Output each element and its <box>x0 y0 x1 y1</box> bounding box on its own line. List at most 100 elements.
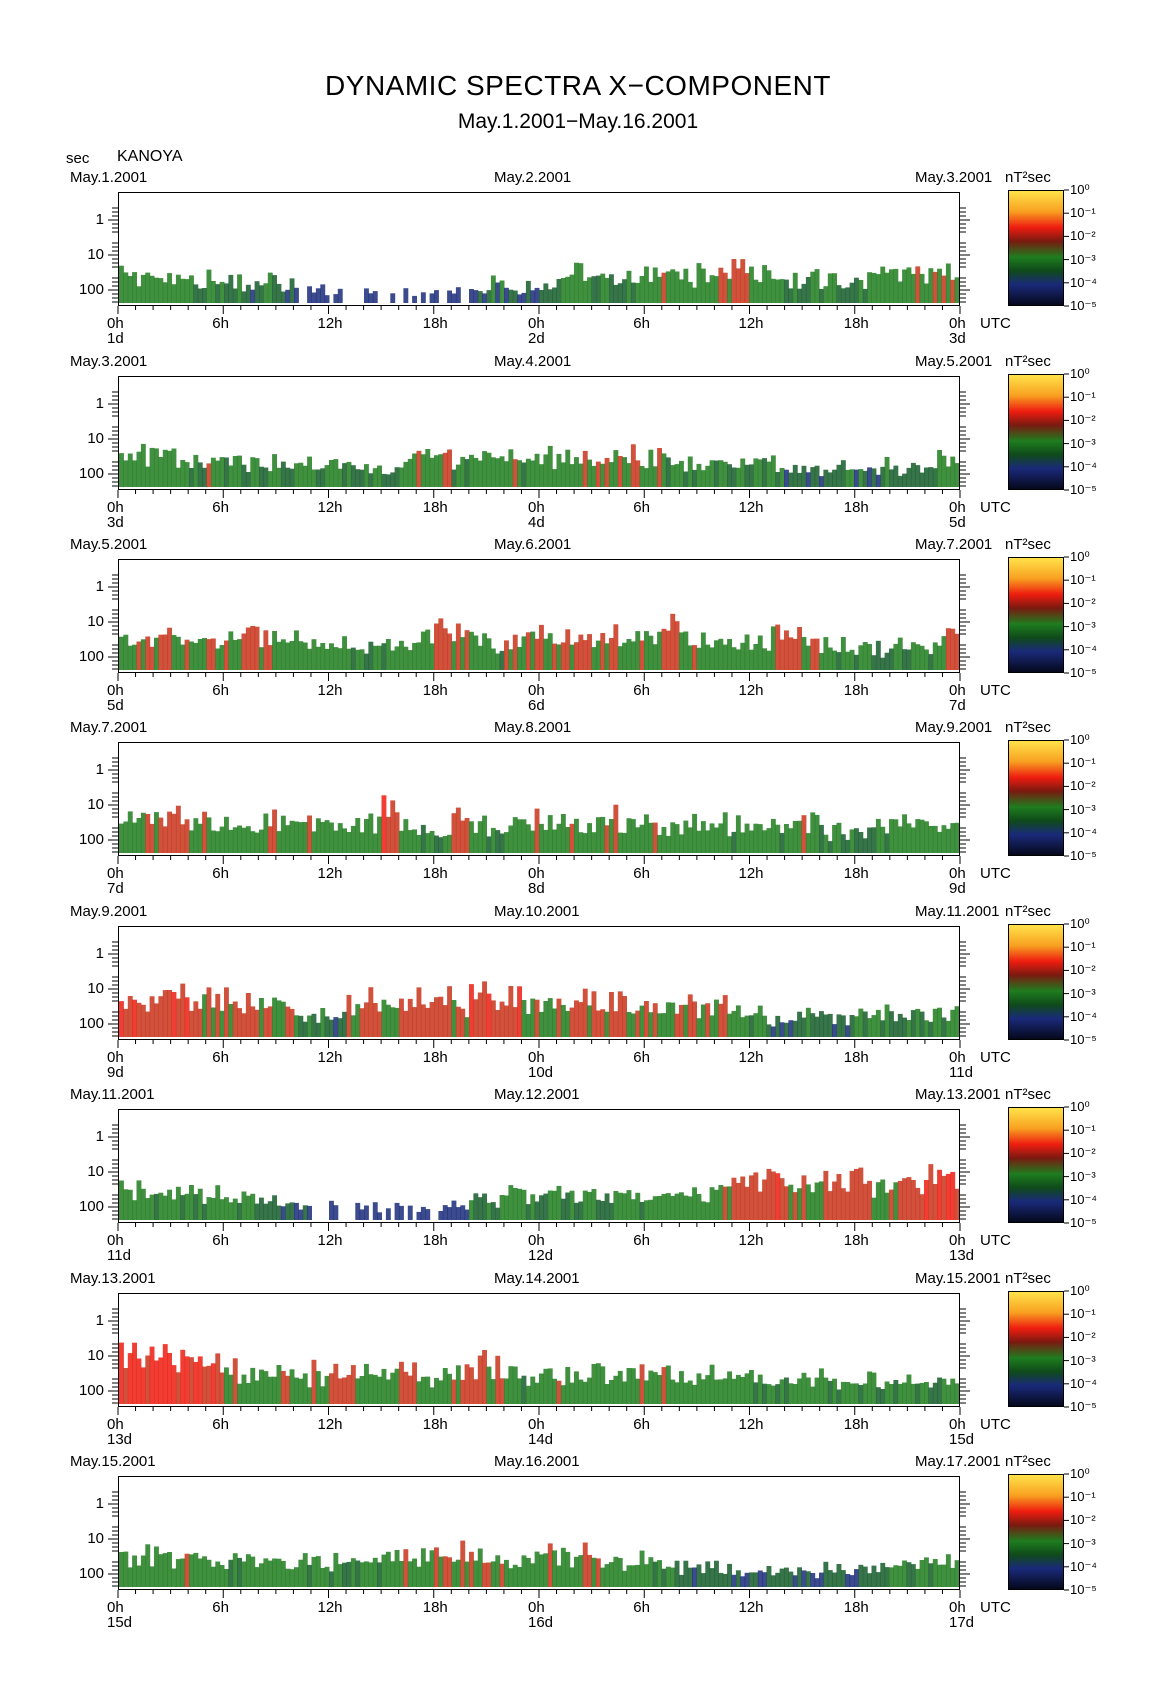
activity-cell <box>245 472 251 487</box>
activity-cell <box>552 469 557 487</box>
colorbar-unit-label: nT²sec <box>1005 536 1051 553</box>
colorbar-tick-label: 10⁰ <box>1070 549 1090 564</box>
activity-cell <box>731 467 737 487</box>
activity-cell <box>132 1555 137 1587</box>
activity-cell <box>718 1185 724 1220</box>
activity-cell <box>924 1020 929 1037</box>
activity-cell <box>924 283 929 303</box>
activity-cell <box>521 1555 527 1587</box>
activity-cell <box>937 1377 942 1404</box>
activity-cell <box>263 1203 269 1220</box>
activity-cell <box>635 1192 641 1220</box>
activity-cell <box>626 1565 632 1587</box>
activity-cell <box>368 813 374 853</box>
activity-cell <box>140 443 146 487</box>
x-tick-label: 0h <box>949 1232 966 1249</box>
activity-cell <box>267 1376 273 1404</box>
activity-cell <box>385 1379 391 1404</box>
activity-cell <box>648 1557 654 1587</box>
axes-overlay <box>108 923 1069 1048</box>
day-label-start: 1d <box>107 330 124 347</box>
day-label-start: 13d <box>107 1431 133 1448</box>
activity-cell <box>814 465 820 487</box>
x-tick-label: 0h <box>949 315 966 332</box>
activity-cell <box>665 1566 671 1587</box>
activity-cell <box>320 1568 326 1587</box>
activity-cell <box>928 1563 934 1587</box>
x-tick-label: 18h <box>422 1049 448 1066</box>
activity-cell <box>534 638 540 670</box>
activity-cell <box>237 1202 242 1220</box>
activity-cell <box>630 282 636 303</box>
x-tick-label: 0h <box>107 1416 124 1433</box>
activity-cell <box>210 457 216 487</box>
activity-cell <box>819 1368 824 1404</box>
activity-cell <box>665 1365 671 1404</box>
activity-cell <box>254 1203 260 1220</box>
activity-cell <box>434 1377 439 1404</box>
activity-cell <box>140 639 146 670</box>
activity-cell <box>635 460 641 487</box>
colorbar <box>1008 374 1064 490</box>
activity-cell <box>455 1365 461 1404</box>
activity-cell <box>569 1382 575 1404</box>
activity-cell <box>805 277 811 303</box>
activity-cell <box>355 649 361 670</box>
activity-cell <box>770 455 776 487</box>
x-tick-label: 0h <box>107 1049 124 1066</box>
activity-cell <box>805 1184 811 1220</box>
activity-cell <box>245 993 251 1037</box>
day-label-mid: 16d <box>528 1614 554 1631</box>
colorbar-unit-label: nT²sec <box>1005 1270 1051 1287</box>
activity-cell <box>915 644 921 670</box>
y-axis-unit: sec <box>66 150 90 167</box>
activity-cell <box>644 1564 649 1587</box>
activity-cell <box>359 1562 365 1587</box>
activity-cell <box>355 818 361 853</box>
activity-cell <box>521 636 527 670</box>
activity-cell <box>700 1573 706 1587</box>
activity-cell <box>171 992 177 1037</box>
activity-cell <box>232 1198 238 1220</box>
date-label-end: May.7.2001 <box>915 536 993 553</box>
activity-cell <box>718 638 724 670</box>
activity-cell <box>508 289 514 303</box>
activity-cell <box>499 1378 505 1404</box>
activity-cell <box>473 999 479 1037</box>
activity-cell <box>136 451 142 487</box>
activity-cell <box>429 293 435 303</box>
activity-cell <box>657 1375 662 1404</box>
activity-cell <box>665 457 671 487</box>
activity-cell <box>626 1190 632 1220</box>
date-label-start: May.3.2001 <box>70 353 148 370</box>
activity-cell <box>140 812 146 853</box>
activity-cell <box>381 999 387 1037</box>
spectrogram-panel: May.5.2001 May.6.2001 May.7.2001 nT²sec 1 10 1… <box>0 531 1156 713</box>
activity-cell <box>350 1558 356 1587</box>
activity-cell <box>775 1015 781 1037</box>
activity-cell <box>368 1374 374 1404</box>
activity-cell <box>210 281 216 303</box>
activity-cell <box>333 1363 339 1404</box>
activity-cell <box>149 823 155 853</box>
activity-cell <box>167 811 172 853</box>
x-tick-label: 6h <box>212 865 229 882</box>
activity-cell <box>175 1559 181 1587</box>
activity-cell <box>565 1551 571 1587</box>
activity-cell <box>482 451 487 487</box>
activity-cell <box>604 643 610 670</box>
day-label-mid: 4d <box>528 514 545 531</box>
activity-cell <box>333 830 339 853</box>
day-label-mid: 12d <box>528 1247 554 1264</box>
activity-cell <box>622 1570 627 1587</box>
activity-cell <box>359 1008 365 1037</box>
colorbar-unit-label: nT²sec <box>1005 1086 1051 1103</box>
y-tick-label: 100 <box>78 648 104 665</box>
colorbar-tick-label: 10⁻¹ <box>1070 755 1096 771</box>
activity-cell <box>394 812 400 853</box>
activity-cell <box>858 1564 864 1587</box>
activity-cell <box>425 1209 431 1220</box>
activity-cell <box>709 823 715 853</box>
activity-cell <box>525 280 531 303</box>
activity-cell <box>543 283 549 303</box>
